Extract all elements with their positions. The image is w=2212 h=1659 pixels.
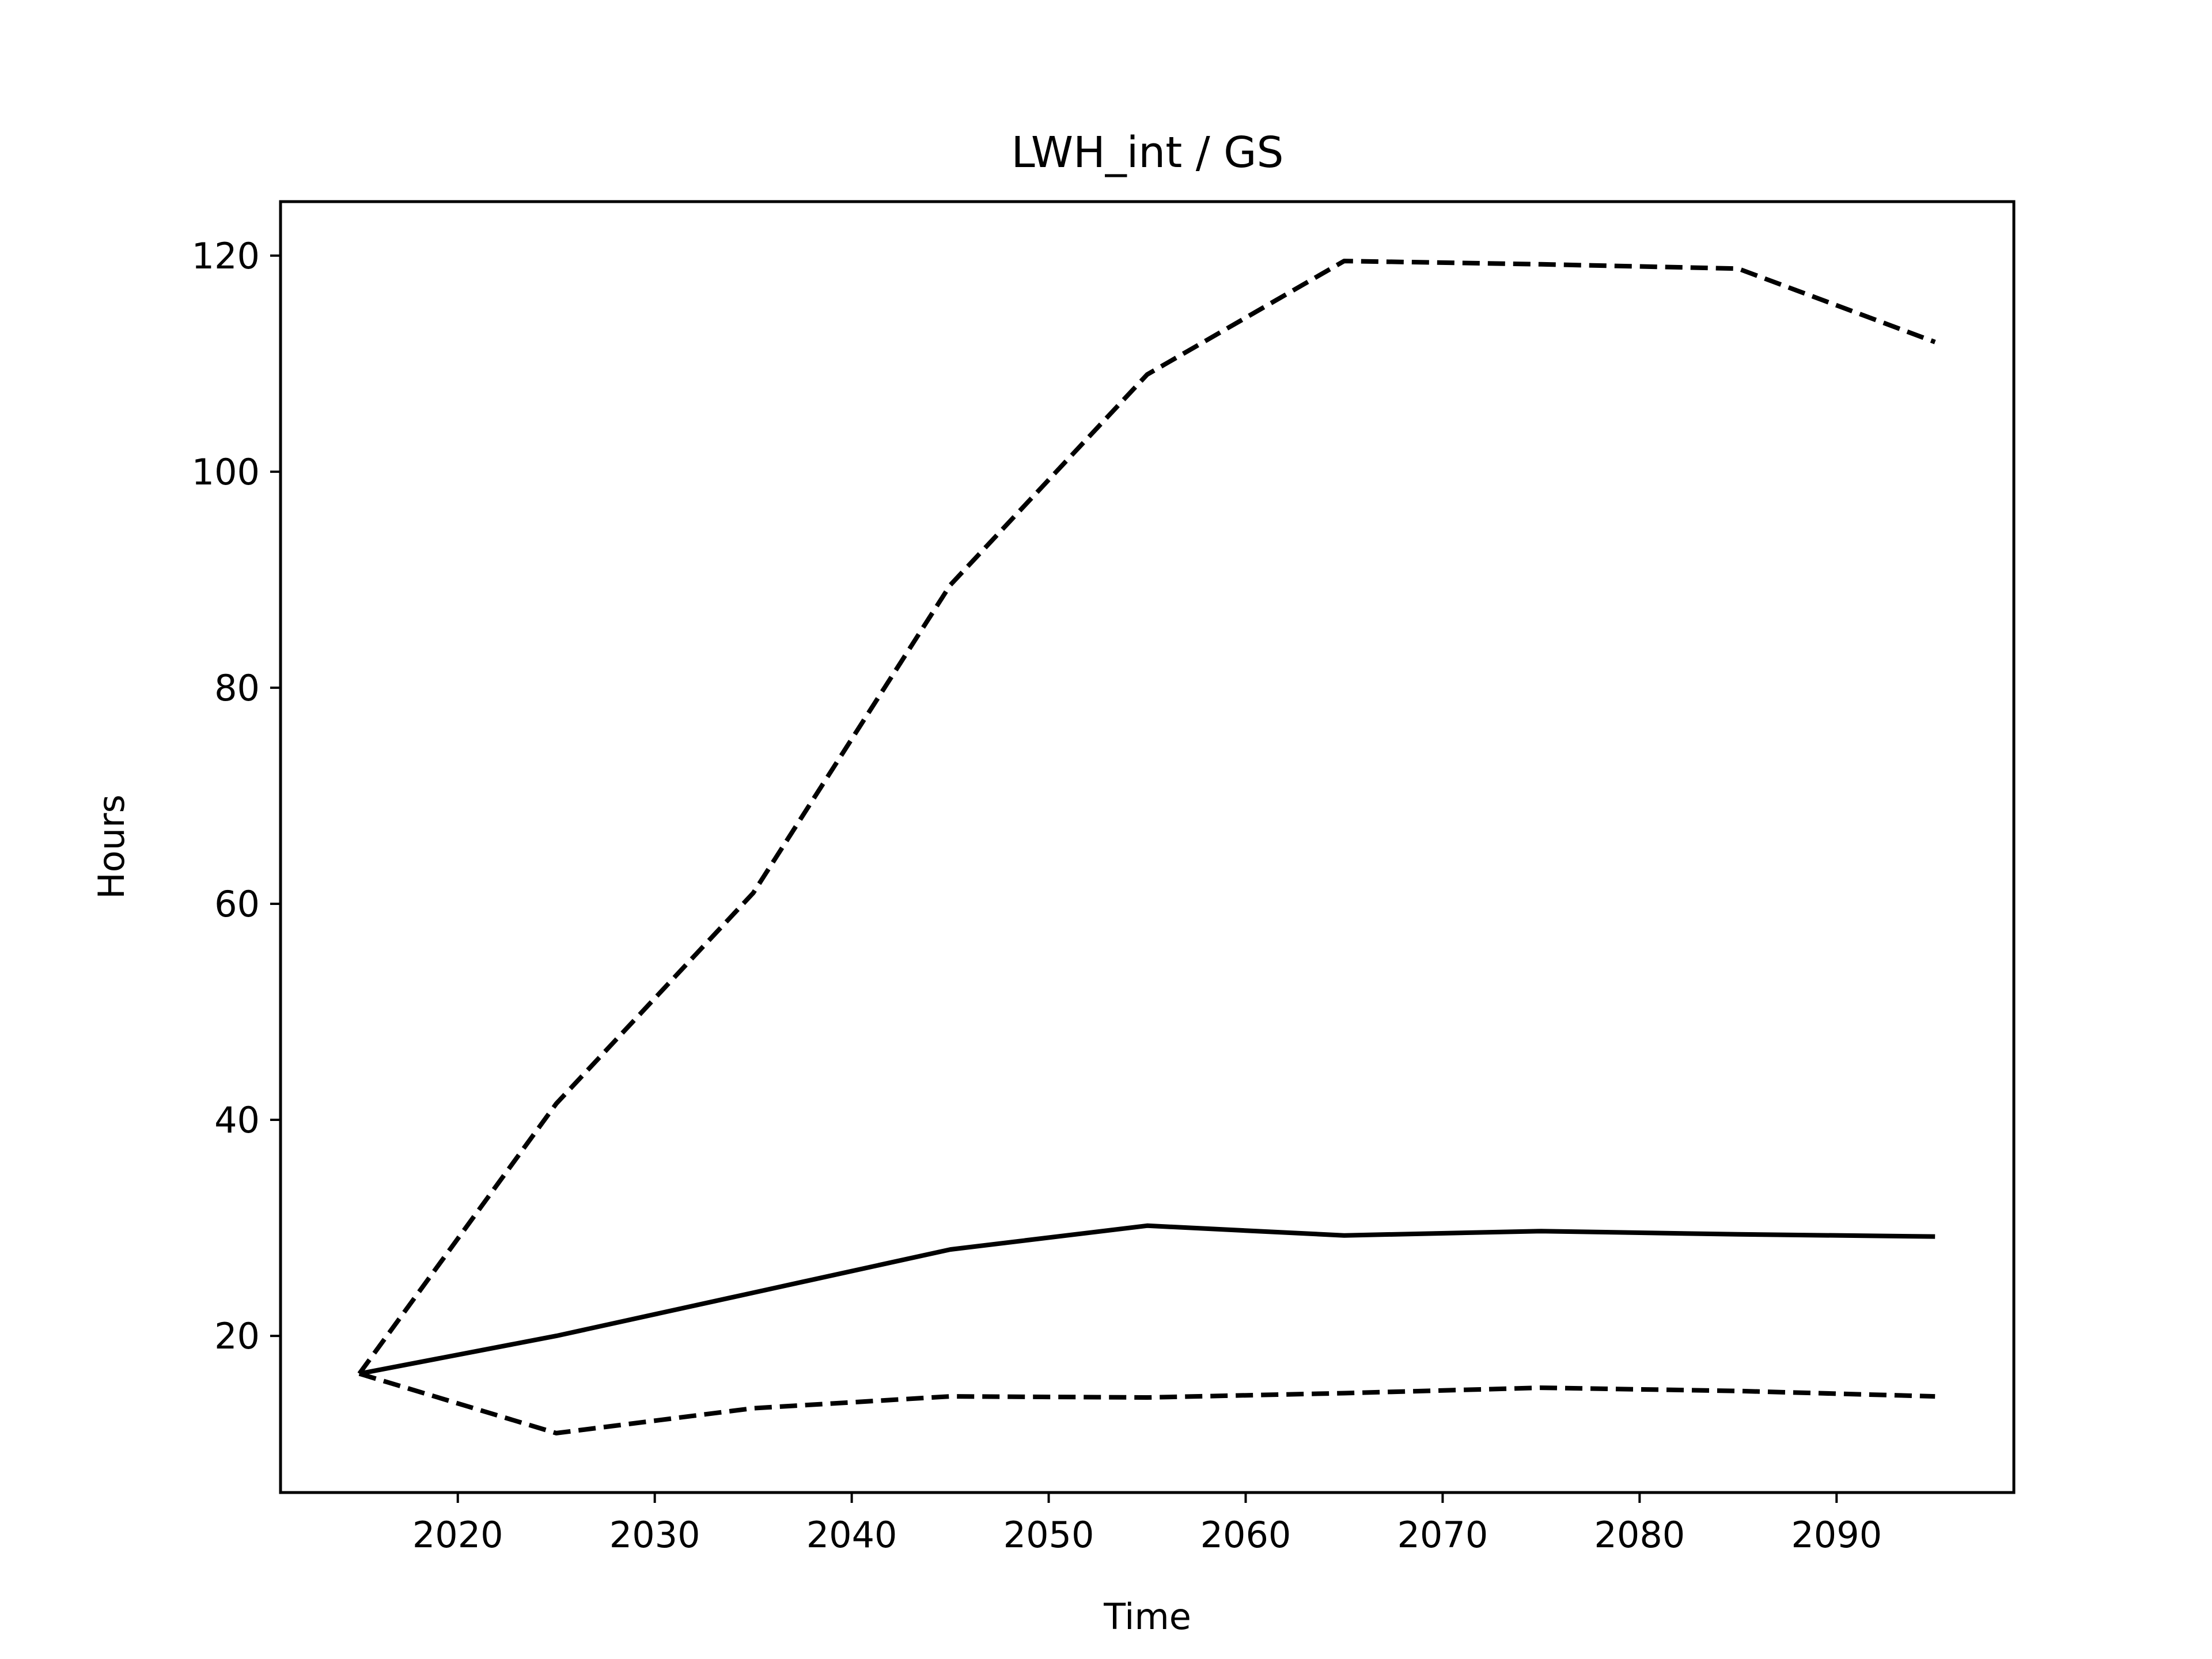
x-tick-label: 2090 xyxy=(1791,1514,1882,1556)
x-tick-label: 2080 xyxy=(1594,1514,1685,1556)
y-tick-label: 20 xyxy=(214,1315,260,1357)
x-tick-label: 2030 xyxy=(609,1514,700,1556)
plot-frame xyxy=(279,200,2016,1494)
tick-layer: 2020 2030 2040 2050 2060 2070 2080 209020406080… xyxy=(192,235,1883,1556)
y-tick-label: 60 xyxy=(214,883,260,925)
y-axis-label: Hours xyxy=(90,794,132,899)
x-tick-label: 2020 xyxy=(412,1514,503,1556)
x-tick-label: 2070 xyxy=(1397,1514,1488,1556)
y-tick-label: 80 xyxy=(214,667,260,709)
chart-title: LWH_int / GS xyxy=(1011,128,1283,177)
solid-series-line-1 xyxy=(359,1223,1936,1376)
dashed-series-line-2 xyxy=(358,1371,1936,1435)
x-tick-label: 2050 xyxy=(1003,1514,1094,1556)
y-tick-label: 120 xyxy=(192,235,260,277)
series-layer xyxy=(357,259,1936,1435)
x-tick-label: 2040 xyxy=(806,1514,897,1556)
x-axis-label: Time xyxy=(1103,1596,1191,1638)
y-tick-label: 100 xyxy=(192,451,260,493)
y-tick-label: 40 xyxy=(214,1099,260,1141)
x-tick-label: 2060 xyxy=(1200,1514,1291,1556)
dashed-series-line-0 xyxy=(357,259,1936,1376)
